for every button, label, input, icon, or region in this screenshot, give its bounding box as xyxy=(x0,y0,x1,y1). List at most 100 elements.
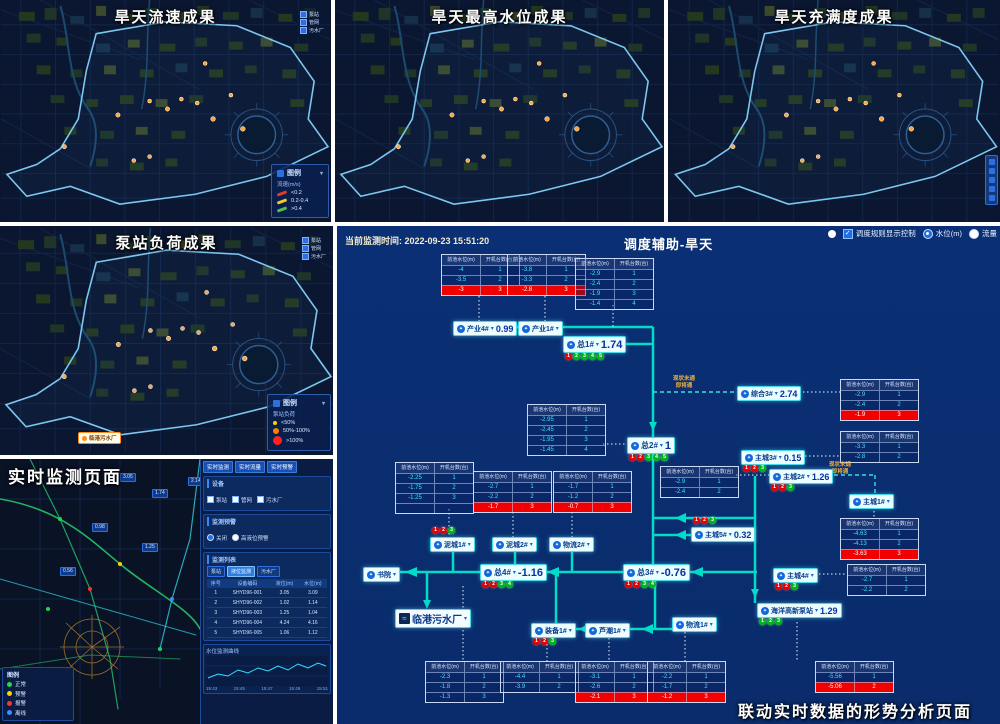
layer-checkbox-icon xyxy=(299,11,307,18)
level-radio[interactable]: 水位(m) xyxy=(922,228,962,239)
legend-label: 预警 xyxy=(15,691,27,698)
node-z4[interactable]: ✦ 总4# ▾ -1.16 xyxy=(480,564,547,581)
node-wl2[interactable]: ✦ 物流2# ▾ xyxy=(549,537,594,552)
node-label: 物流2# xyxy=(563,541,585,549)
pump-icon: ✦ xyxy=(484,568,492,577)
rule-table-t_zc1: 前池水位(m) 开机台数(台) -4.63 1 -4.13 2 -3.63 3 xyxy=(840,518,919,560)
legend-item: 离线 xyxy=(7,709,69,717)
flow-radio[interactable]: 流量 xyxy=(969,228,997,239)
map-toolbar[interactable] xyxy=(985,155,998,205)
node-z1[interactable]: ✦ 总1# ▾ 1.74 xyxy=(563,336,627,353)
realtime-tab[interactable]: 实时监测 xyxy=(203,461,234,473)
pump-icon: ✦ xyxy=(434,540,442,549)
rule-table-t_hy: 前池水位(m) 开机台数(台) -5.56 1 -5.06 2 xyxy=(815,661,894,693)
node-cy4[interactable]: ✦ 产业4# ▾ 0.99 xyxy=(453,321,518,336)
layer-toggle[interactable]: 污水厂 xyxy=(301,253,326,260)
pump-load-layer-toggles[interactable]: 泵站 管网 污水厂 xyxy=(298,234,329,263)
checkbox-label: 管网 xyxy=(241,497,253,504)
table-row[interactable]: 3 SHYD96-003 1.25 1.04 xyxy=(207,607,327,618)
collapse-icon[interactable]: ▾ xyxy=(321,400,325,407)
legend-item: 50%-100% xyxy=(273,428,325,434)
rule-table-t_nc1: 前池水位(m) 开机台数(台) -2.25 1 -1.75 2 -1.25 3 xyxy=(395,462,474,514)
chart-tick: 15:45 xyxy=(233,686,245,691)
map-label-chip[interactable]: 3.05 xyxy=(120,473,136,482)
node-z3[interactable]: ✦ 总3# ▾ -0.76 xyxy=(623,564,690,581)
chart-title: 水位监测曲线 xyxy=(206,649,240,655)
node-zc3[interactable]: ✦ 主城3# ▾ 0.15 xyxy=(741,450,806,465)
node-nc1[interactable]: ✦ 泥城1# ▾ xyxy=(430,537,475,552)
monitor-time-value: 2022-09-23 15:51:20 xyxy=(404,236,490,246)
legend-item: >100% xyxy=(273,436,325,445)
node-lc1[interactable]: ✦ 芦潮1# ▾ xyxy=(585,623,630,638)
layer-toggle[interactable]: 管网 xyxy=(299,19,324,26)
collapse-icon[interactable]: ▾ xyxy=(319,170,323,177)
map-label-chip[interactable]: 1.74 xyxy=(152,489,168,498)
realtime-tab[interactable]: 实时预警 xyxy=(267,461,298,473)
toolbar-button[interactable] xyxy=(988,168,995,174)
node-zb1[interactable]: ✦ 装备1# ▾ xyxy=(531,623,576,638)
rule-table-t_zh3: 前池水位(m) 开机台数(台) -2.9 1 -2.4 2 -1.9 3 xyxy=(840,379,919,421)
node-zh3[interactable]: ✦ 综合3# ▾ 2.74 xyxy=(737,386,802,401)
table-row[interactable]: 1 SHYD96-001 3.05 3.09 xyxy=(207,588,327,598)
rule-table-cell: 2 xyxy=(886,585,925,595)
device-checkbox[interactable]: 泵站 xyxy=(207,496,227,504)
node-zc2[interactable]: ✦ 主城2# ▾ 1.26 xyxy=(769,469,834,484)
legend-label: 离线 xyxy=(15,710,27,717)
list-filter-button[interactable]: 污水厂 xyxy=(257,566,281,577)
checkbox-checked-icon: ✓ xyxy=(842,228,853,239)
layer-toggle[interactable]: 管网 xyxy=(301,245,326,252)
warning-radio[interactable]: 关闭 xyxy=(207,534,227,542)
pump-icon: ✦ xyxy=(496,540,504,549)
velocity-layer-toggles[interactable]: 泵站 管网 污水厂 xyxy=(296,8,327,37)
list-filter-button[interactable]: 泵站 xyxy=(207,566,226,577)
table-row[interactable]: 5 SHYD96-005 1.06 1.12 xyxy=(207,627,327,638)
list-filter-button[interactable]: 液位监测 xyxy=(227,566,256,577)
device-checkbox[interactable]: 管网 xyxy=(232,496,252,504)
node-z2[interactable]: ✦ 总2# ▾ 1 xyxy=(627,437,676,454)
node-cy1[interactable]: ✦ 产业1# ▾ xyxy=(518,321,563,336)
node-wl1[interactable]: ✦ 物流1# ▾ xyxy=(672,617,717,632)
rule-table-cell: 3 xyxy=(464,692,503,702)
pump-icon: ✦ xyxy=(695,530,703,539)
map-label-chip[interactable]: 0.56 xyxy=(60,567,76,576)
node-zc4[interactable]: ✦ 主城4# ▾ xyxy=(773,568,818,583)
node-zc1[interactable]: ✦ 主城1# ▾ xyxy=(849,494,894,509)
node-zc5[interactable]: ✦ 主城5# ▾ 0.32 xyxy=(691,527,756,542)
table-cell: SHYD96-004 xyxy=(224,617,271,628)
map-label-chip[interactable]: 0.98 xyxy=(92,523,108,532)
table-row[interactable]: 4 SHYD96-004 4.24 4.16 xyxy=(207,617,327,628)
offline-note: 现状未通 即将通 xyxy=(673,376,696,389)
unit-dot: 5 xyxy=(661,454,668,461)
unit-dot: 2 xyxy=(573,353,580,360)
rule-table-cell: 1 xyxy=(886,575,925,585)
device-checkbox[interactable]: 污水厂 xyxy=(257,496,283,504)
layer-toggle[interactable]: 泵站 xyxy=(301,237,326,244)
layer-toggle[interactable]: 泵站 xyxy=(299,11,324,18)
toolbar-button[interactable] xyxy=(988,186,995,192)
warning-radio[interactable]: 高液位预警 xyxy=(232,534,269,542)
layer-toggle[interactable]: 污水厂 xyxy=(299,27,324,34)
rule-display-checkbox[interactable]: ✓ 调度规则显示控制 xyxy=(842,228,916,239)
table-cell: 1.04 xyxy=(298,607,327,618)
toolbar-button[interactable] xyxy=(988,159,995,165)
legend-dot-icon xyxy=(7,691,12,696)
panel-caption: 联动实时数据的形势分析页面 xyxy=(737,704,972,721)
toolbar-button[interactable] xyxy=(988,195,995,201)
rule-table-header: 前池水位(m) xyxy=(426,662,464,672)
node-label: 芦潮1# xyxy=(599,627,621,635)
plant-marker[interactable]: 临港污水厂 xyxy=(78,432,121,444)
table-row[interactable]: 2 SHYD96-002 1.02 1.14 xyxy=(207,597,327,608)
unit-dot: 1 xyxy=(432,527,439,534)
realtime-tab[interactable]: 实时流量 xyxy=(235,461,266,473)
node-sy[interactable]: ✦ 书院 ▾ xyxy=(363,567,401,582)
rule-table-t_lc1: 前池水位(m) 开机台数(台) -3.1 1 -2.6 2 -2.1 3 xyxy=(575,661,654,703)
map-label-chip[interactable]: 1.25 xyxy=(142,543,158,552)
toolbar-button[interactable] xyxy=(988,177,995,183)
node-hy[interactable]: ✦ 海洋高新泵站 ▾ 1.29 xyxy=(757,603,842,618)
node-plant[interactable]: ≈ 临港污水厂 ▾ xyxy=(395,609,472,628)
realtime-legend: 图例 正常 预警 报警 离线 xyxy=(2,666,74,721)
rule-table-header: 开机台数(台) xyxy=(699,467,738,477)
node-nc2[interactable]: ✦ 泥城2# ▾ xyxy=(492,537,537,552)
toggle-circle-icon[interactable] xyxy=(827,229,836,238)
